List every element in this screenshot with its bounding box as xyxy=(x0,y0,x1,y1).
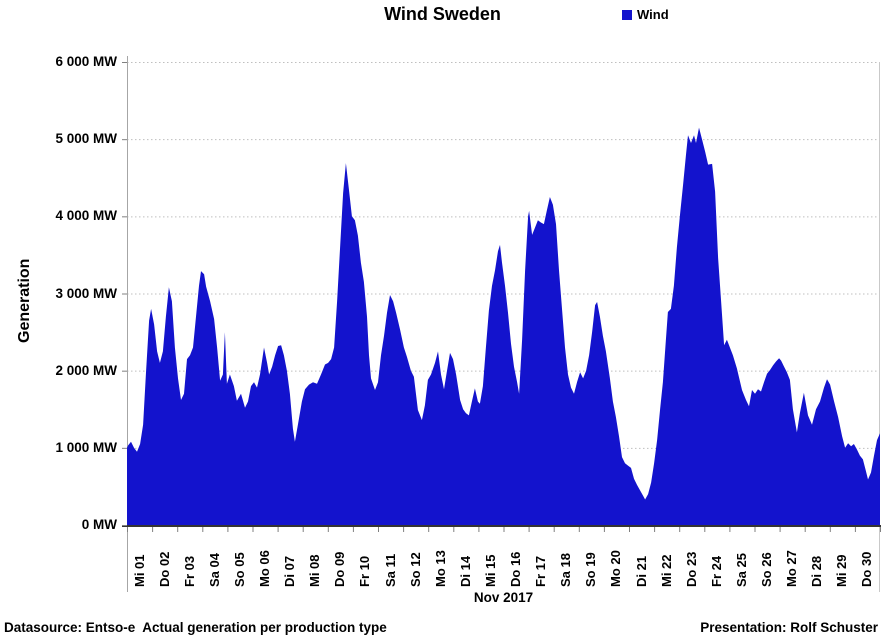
x-tick-label: Mi 08 xyxy=(307,554,323,587)
x-tick-label: Di 07 xyxy=(282,555,298,587)
presentation-note: Presentation: Rolf Schuster xyxy=(700,620,878,635)
x-tick-label: Di 21 xyxy=(633,555,649,587)
x-tick-label: Do 16 xyxy=(508,551,524,587)
x-tick-label: So 05 xyxy=(231,552,247,587)
x-tick-label: Mi 01 xyxy=(131,554,147,587)
y-tick-label: 4 000 MW xyxy=(55,208,117,224)
x-tick-label: Sa 11 xyxy=(382,553,398,587)
y-tick-label: 6 000 MW xyxy=(55,54,117,69)
datasource-note: Datasource: Entso-e Actual generation pe… xyxy=(4,620,387,635)
x-tick-label: So 19 xyxy=(583,552,599,587)
y-tick-label: 0 MW xyxy=(81,517,117,532)
x-tick-label: So 26 xyxy=(759,552,775,587)
legend-color-swatch xyxy=(622,9,632,20)
legend-label: Wind xyxy=(637,7,669,22)
x-tick-label: Di 28 xyxy=(809,555,825,587)
y-tick-label: 2 000 MW xyxy=(55,362,117,378)
x-tick-label: Mo 06 xyxy=(257,550,273,587)
x-tick-label: Mo 27 xyxy=(784,550,800,587)
x-tick-label: Fr 17 xyxy=(533,555,549,587)
y-tick-label: 1 000 MW xyxy=(55,439,117,455)
x-tick-label: Mi 22 xyxy=(658,554,674,587)
x-tick-label: Do 02 xyxy=(156,551,172,587)
x-tick-label: Mi 29 xyxy=(834,554,850,587)
x-tick-label: Fr 24 xyxy=(708,555,724,587)
x-tick-label: Fr 03 xyxy=(181,555,197,587)
x-tick-label: Fr 10 xyxy=(357,555,373,587)
y-tick-label: 5 000 MW xyxy=(55,131,117,147)
x-axis-title: Nov 2017 xyxy=(473,590,534,605)
x-tick-label: Mi 15 xyxy=(482,554,498,587)
x-tick-label: Sa 18 xyxy=(558,553,574,587)
y-tick-label: 3 000 MW xyxy=(55,285,117,301)
x-tick-label: Sa 25 xyxy=(733,553,749,587)
x-tick-label: Di 14 xyxy=(457,555,473,587)
x-tick-label: Mo 20 xyxy=(608,550,624,587)
x-tick-label: Do 30 xyxy=(859,551,875,587)
x-tick-label: Do 09 xyxy=(332,551,348,587)
x-tick-label: So 12 xyxy=(407,552,423,587)
x-tick-label: Mo 13 xyxy=(432,550,448,587)
legend: Wind xyxy=(622,7,669,22)
x-tick-label: Do 23 xyxy=(683,551,699,587)
x-tick-label: Sa 04 xyxy=(206,553,222,587)
wind-series-area xyxy=(127,127,880,525)
